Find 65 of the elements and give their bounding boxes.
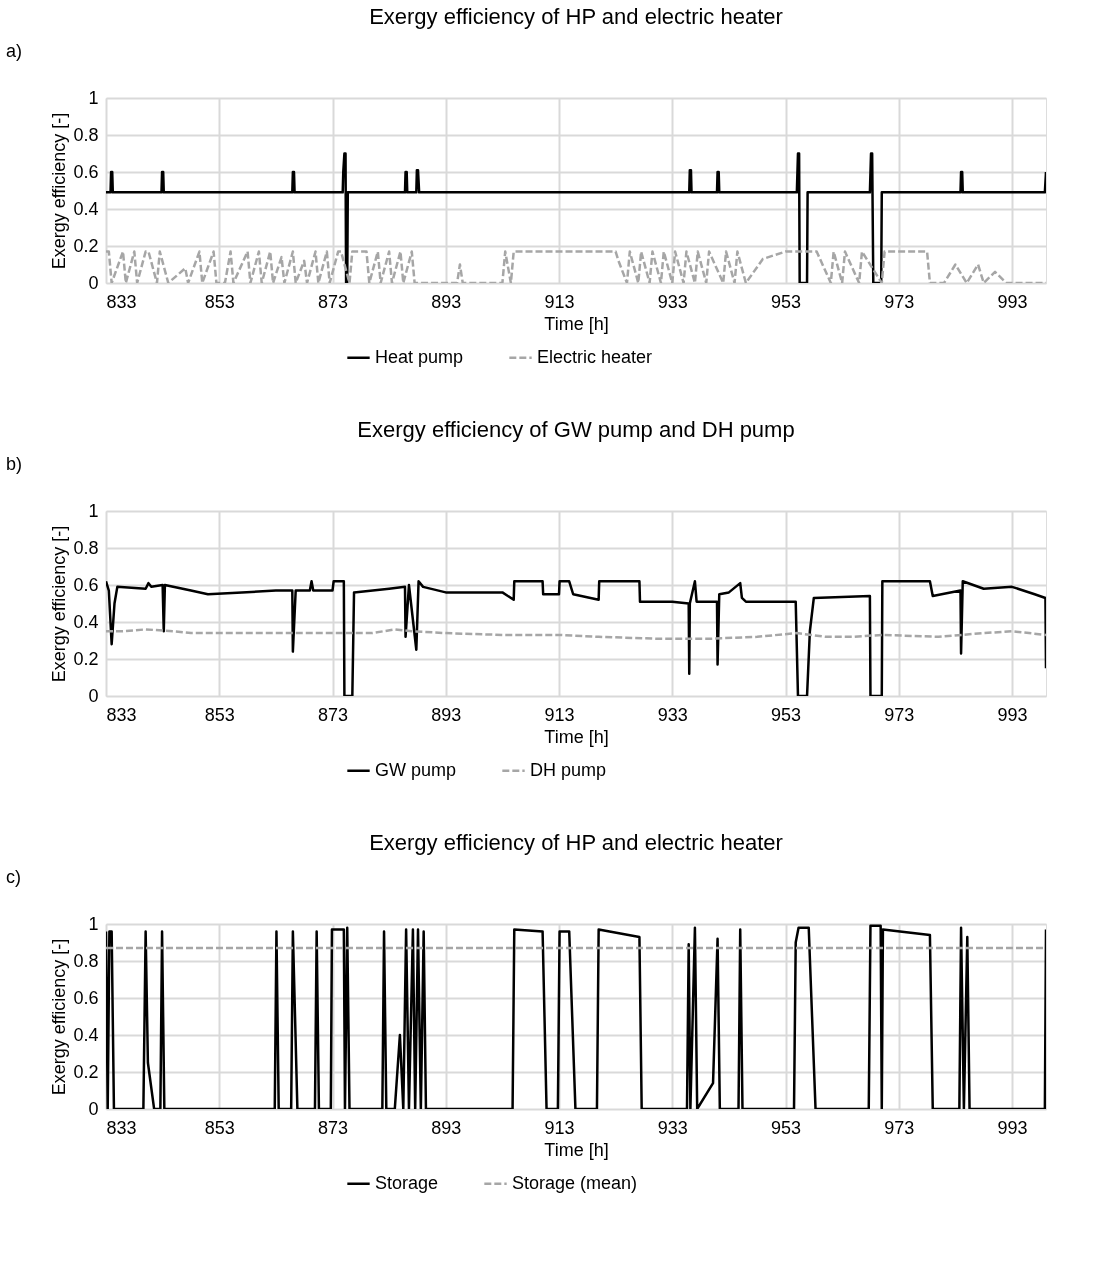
legend-label: GW pump — [375, 759, 457, 780]
y-tick-label: 0.2 — [73, 1061, 99, 1082]
x-tick-label: 873 — [317, 291, 349, 312]
x-tick-label: 853 — [204, 291, 235, 312]
legend-label: Storage (mean) — [512, 1172, 638, 1193]
x-tick-label: 893 — [431, 291, 462, 312]
legend-label: Heat pump — [375, 346, 464, 367]
y-tick-label: 0.6 — [73, 987, 99, 1008]
x-tick-label: 993 — [997, 704, 1028, 725]
y-tick-label: 0.6 — [73, 574, 99, 595]
x-tick-label: 913 — [544, 704, 575, 725]
x-tick-label: 933 — [657, 291, 688, 312]
x-tick-label: 833 — [106, 704, 137, 725]
x-tick-label: 893 — [431, 1117, 462, 1138]
y-tick-label: 1 — [88, 500, 99, 521]
x-tick-label: 893 — [431, 704, 462, 725]
x-tick-label: 993 — [997, 291, 1028, 312]
y-tick-label: 0 — [88, 685, 99, 706]
y-tick-label: 0.6 — [73, 161, 99, 182]
y-tick-label: 0.4 — [73, 611, 99, 632]
x-tick-label: 973 — [884, 291, 915, 312]
y-tick-label: 0.4 — [73, 1024, 99, 1045]
legend-label: Electric heater — [537, 346, 653, 367]
x-axis-title: Time [h] — [544, 726, 609, 747]
x-tick-label: 953 — [770, 291, 802, 312]
text: b) — [6, 454, 23, 474]
x-tick-label: 833 — [106, 291, 137, 312]
line-series — [106, 924, 1046, 1109]
text: a) — [6, 41, 23, 61]
y-tick-label: 0.2 — [73, 648, 99, 669]
x-tick-label: 953 — [770, 704, 802, 725]
x-axis-title: Time [h] — [544, 1139, 609, 1160]
chart-title: Exergy efficiency of GW pump and DH pump — [357, 417, 795, 442]
y-tick-label: 0.4 — [73, 198, 99, 219]
legend-label: DH pump — [530, 759, 607, 780]
x-axis-title: Time [h] — [544, 313, 609, 334]
chart-title: Exergy efficiency of HP and electric heater — [369, 830, 783, 855]
y-tick-label: 0 — [88, 1098, 99, 1119]
x-tick-label: 973 — [884, 704, 915, 725]
y-tick-label: 0.2 — [73, 235, 99, 256]
x-tick-label: 953 — [770, 1117, 802, 1138]
y-tick-label: 0.8 — [73, 124, 99, 145]
x-tick-label: 993 — [997, 1117, 1028, 1138]
y-axis-title: Exergy efficiency [-] — [49, 112, 70, 270]
x-tick-label: 853 — [204, 704, 235, 725]
x-tick-label: 873 — [317, 1117, 349, 1138]
y-axis-title: Exergy efficiency [-] — [49, 525, 70, 683]
y-tick-label: 0 — [88, 272, 99, 293]
y-tick-label: 0.8 — [73, 537, 99, 558]
y-tick-label: 1 — [88, 87, 99, 108]
legend-label: Storage — [375, 1172, 439, 1193]
y-axis-title: Exergy efficiency [-] — [49, 938, 70, 1096]
x-tick-label: 873 — [317, 704, 349, 725]
x-tick-label: 933 — [657, 1117, 688, 1138]
x-tick-label: 913 — [544, 1117, 575, 1138]
y-tick-label: 0.8 — [73, 950, 99, 971]
line-series — [106, 628, 1046, 640]
x-tick-label: 933 — [657, 704, 688, 725]
y-tick-label: 1 — [88, 913, 99, 934]
x-tick-label: 853 — [204, 1117, 235, 1138]
x-tick-label: 973 — [884, 1117, 915, 1138]
x-tick-label: 913 — [544, 291, 575, 312]
text: c) — [6, 867, 21, 887]
chart-title: Exergy efficiency of HP and electric heater — [369, 4, 783, 29]
x-tick-label: 833 — [106, 1117, 137, 1138]
